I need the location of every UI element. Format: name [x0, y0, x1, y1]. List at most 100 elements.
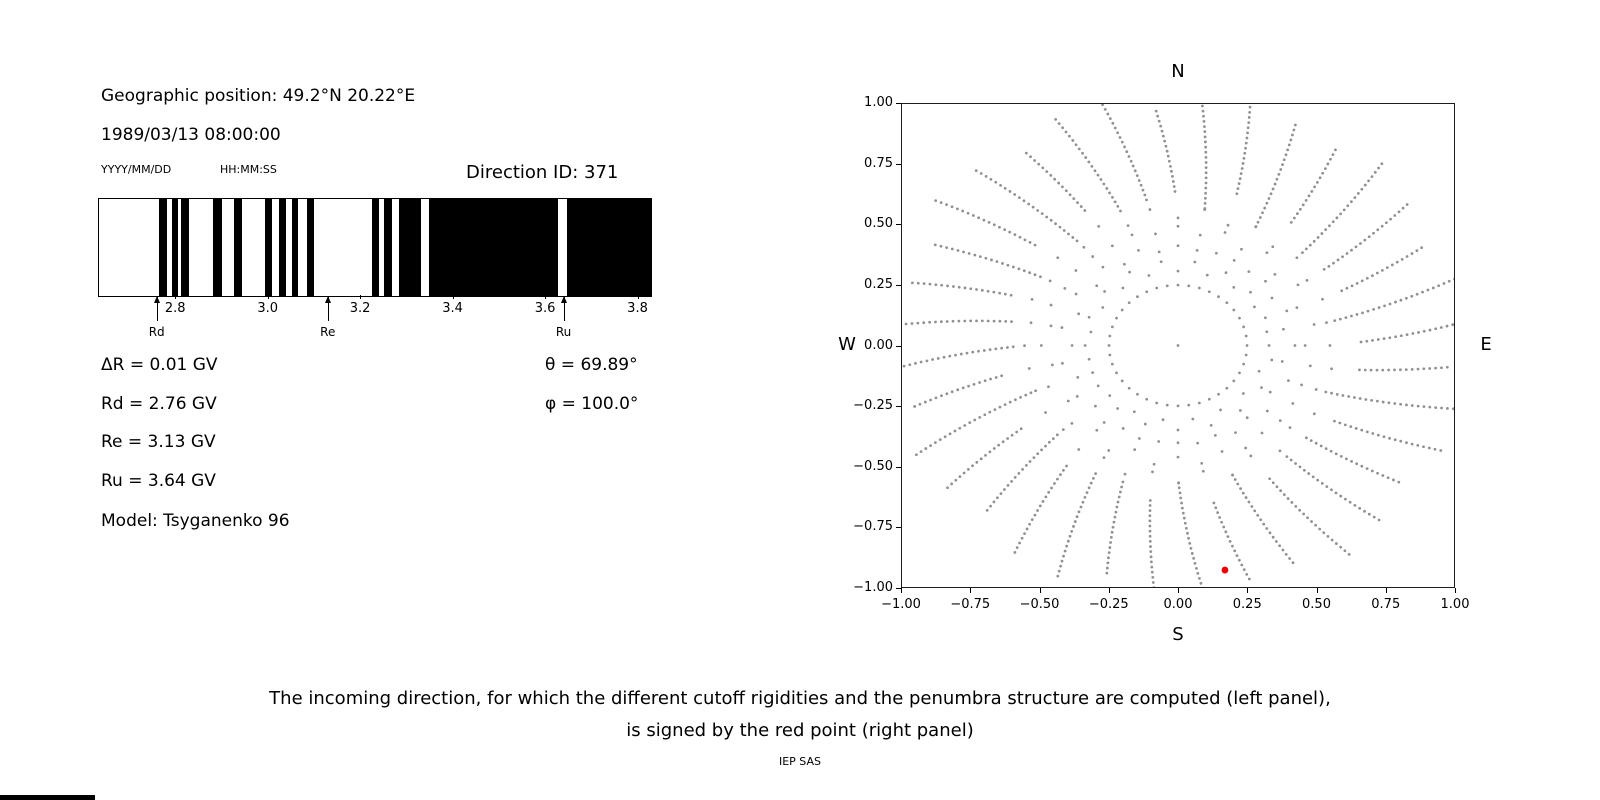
direction-dot [1245, 416, 1249, 420]
direction-dot [1045, 215, 1049, 219]
direction-dot [979, 457, 983, 461]
direction-dot [1203, 135, 1207, 139]
direction-dot [1241, 392, 1245, 395]
direction-dot [1410, 252, 1414, 255]
direction-dot [1087, 486, 1091, 490]
direction-dot [1203, 130, 1207, 134]
direction-dot [1127, 386, 1131, 390]
direction-dot [1004, 320, 1008, 323]
direction-dot [922, 282, 926, 286]
direction-dot [1204, 145, 1207, 149]
direction-dot [1333, 419, 1336, 423]
direction-dot [1235, 192, 1239, 196]
direction-dot [1286, 148, 1289, 152]
direction-plot-area[interactable] [901, 103, 1455, 588]
direction-dot [962, 250, 965, 254]
direction-dot [1301, 251, 1304, 254]
direction-dot [1126, 224, 1130, 227]
selected-direction-point[interactable] [1221, 566, 1229, 574]
direction-dot [1439, 326, 1443, 329]
direction-dot [1270, 296, 1274, 300]
direction-dot [1282, 493, 1286, 497]
direction-dot [1320, 232, 1324, 235]
direction-dot [1102, 421, 1106, 424]
direction-dot [1341, 255, 1344, 259]
direction-dot [1427, 446, 1431, 450]
compass-west-label: W [838, 334, 856, 355]
direction-dot [1372, 307, 1375, 311]
direction-dot [1400, 257, 1404, 261]
direction-dot [931, 358, 934, 361]
direction-dot [989, 504, 992, 508]
direction-dot [978, 255, 982, 259]
direction-dot [1060, 326, 1064, 329]
direction-dot [1023, 238, 1027, 242]
x-tick-label: −0.50 [1019, 597, 1060, 612]
direction-dot [988, 410, 992, 414]
direction-dot [1176, 283, 1180, 287]
direction-dot [1075, 394, 1079, 398]
direction-dot [994, 347, 998, 351]
direction-dot [1109, 536, 1113, 539]
direction-dot [1161, 134, 1165, 138]
direction-dot [1367, 179, 1371, 183]
x-tick-label: −0.25 [1088, 597, 1129, 612]
direction-dot [1157, 440, 1161, 443]
compass-north-label: N [1171, 61, 1185, 82]
direction-dot [1017, 196, 1021, 200]
direction-dot [1102, 182, 1106, 186]
direction-dot [943, 435, 947, 439]
direction-dot [1157, 119, 1161, 123]
direction-dot [1257, 369, 1261, 373]
direction-dot [1394, 335, 1398, 339]
direction-dot [1056, 477, 1059, 481]
direction-dot [977, 216, 981, 220]
datetime-text: 1989/03/13 08:00:00 [101, 125, 281, 145]
direction-dot [954, 353, 957, 357]
direction-dot [1381, 400, 1385, 404]
direction-dot [961, 209, 965, 213]
direction-dot [1013, 233, 1017, 237]
direction-dot [1116, 500, 1120, 504]
direction-dot [1127, 155, 1131, 158]
direction-dot [1247, 500, 1251, 504]
direction-dot [1209, 423, 1213, 427]
barcode-tick-mark [175, 295, 177, 299]
direction-dot [1083, 344, 1087, 347]
direction-dot [1363, 509, 1366, 513]
direction-dot [1307, 472, 1311, 475]
direction-dot [1335, 216, 1339, 220]
direction-dot [1149, 555, 1153, 559]
direction-dot [971, 350, 975, 354]
direction-dot [1196, 441, 1200, 445]
direction-dot [1269, 192, 1273, 196]
direction-dot [1405, 203, 1409, 206]
direction-dot [1433, 447, 1437, 451]
direction-dot [1265, 409, 1269, 413]
direction-dot [1318, 527, 1322, 531]
direction-dot [975, 460, 979, 464]
direction-dot [1377, 166, 1380, 170]
direction-dot [971, 464, 974, 468]
direction-dot [1120, 379, 1124, 383]
direction-dot [1180, 506, 1184, 510]
direction-dot [1148, 514, 1152, 518]
direction-dot [1298, 465, 1302, 469]
direction-dot [1196, 571, 1200, 575]
direction-dot [1023, 532, 1026, 536]
direction-dot [1264, 279, 1267, 283]
direction-dot [1160, 129, 1164, 133]
direction-dot [1136, 295, 1139, 299]
direction-dot [1366, 309, 1370, 313]
phi-text: φ = 100.0° [545, 394, 639, 414]
direction-dot [1250, 505, 1254, 508]
direction-dot [1292, 216, 1296, 220]
direction-dot [1316, 478, 1320, 482]
direction-dot [1261, 211, 1264, 215]
direction-dot [1287, 143, 1291, 147]
direction-dot [994, 180, 998, 184]
direction-dot [1112, 520, 1116, 524]
direction-dot [1148, 509, 1152, 513]
direction-dot [1083, 495, 1087, 499]
direction-dot [979, 172, 983, 175]
